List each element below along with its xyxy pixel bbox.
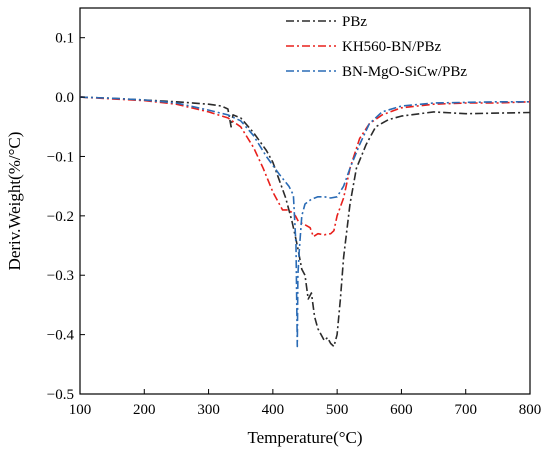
x-tick-label: 800 xyxy=(519,402,542,418)
legend-label-2: BN-MgO-SiCw/PBz xyxy=(342,64,467,80)
series-group xyxy=(79,96,531,348)
legend-label-0: PBz xyxy=(342,14,367,30)
y-tick-label: 0.0 xyxy=(55,90,74,106)
y-tick-label: 0.1 xyxy=(55,31,74,47)
legend-label-1: KH560-BN/PBz xyxy=(342,39,442,55)
x-tick-label: 700 xyxy=(454,402,477,418)
ticks-group: 100 200 300 400 500 600 700 800 −0.5 −0.4 −0.3 −0.2… xyxy=(47,31,541,418)
series-line-1 xyxy=(79,96,531,238)
x-tick-label: 500 xyxy=(326,402,349,418)
x-tick-label: 300 xyxy=(197,402,220,418)
y-tick-label: −0.2 xyxy=(47,209,74,225)
plot-area: 100 200 300 400 500 600 700 800 −0.5 −0.4 −0.3 −0.2… xyxy=(47,7,541,418)
y-tick-label: −0.3 xyxy=(47,268,74,284)
series-line-2 xyxy=(79,96,530,348)
x-tick-label: 400 xyxy=(262,402,285,418)
y-tick-label: −0.1 xyxy=(47,149,74,165)
plot-frame xyxy=(79,7,531,395)
legend: PBz KH560-BN/PBz BN-MgO-SiCw/PBz xyxy=(286,14,467,80)
y-tick-label: −0.4 xyxy=(47,328,75,344)
x-tick-label: 100 xyxy=(69,402,92,418)
x-tick-label: 600 xyxy=(390,402,413,418)
x-tick-label: 200 xyxy=(133,402,156,418)
x-axis-label: Temperature(°C) xyxy=(247,428,362,447)
series-line-0 xyxy=(79,96,531,348)
y-tick-label: −0.5 xyxy=(47,387,74,403)
y-axis-label: Deriv.Weight(%/°C) xyxy=(5,132,24,271)
